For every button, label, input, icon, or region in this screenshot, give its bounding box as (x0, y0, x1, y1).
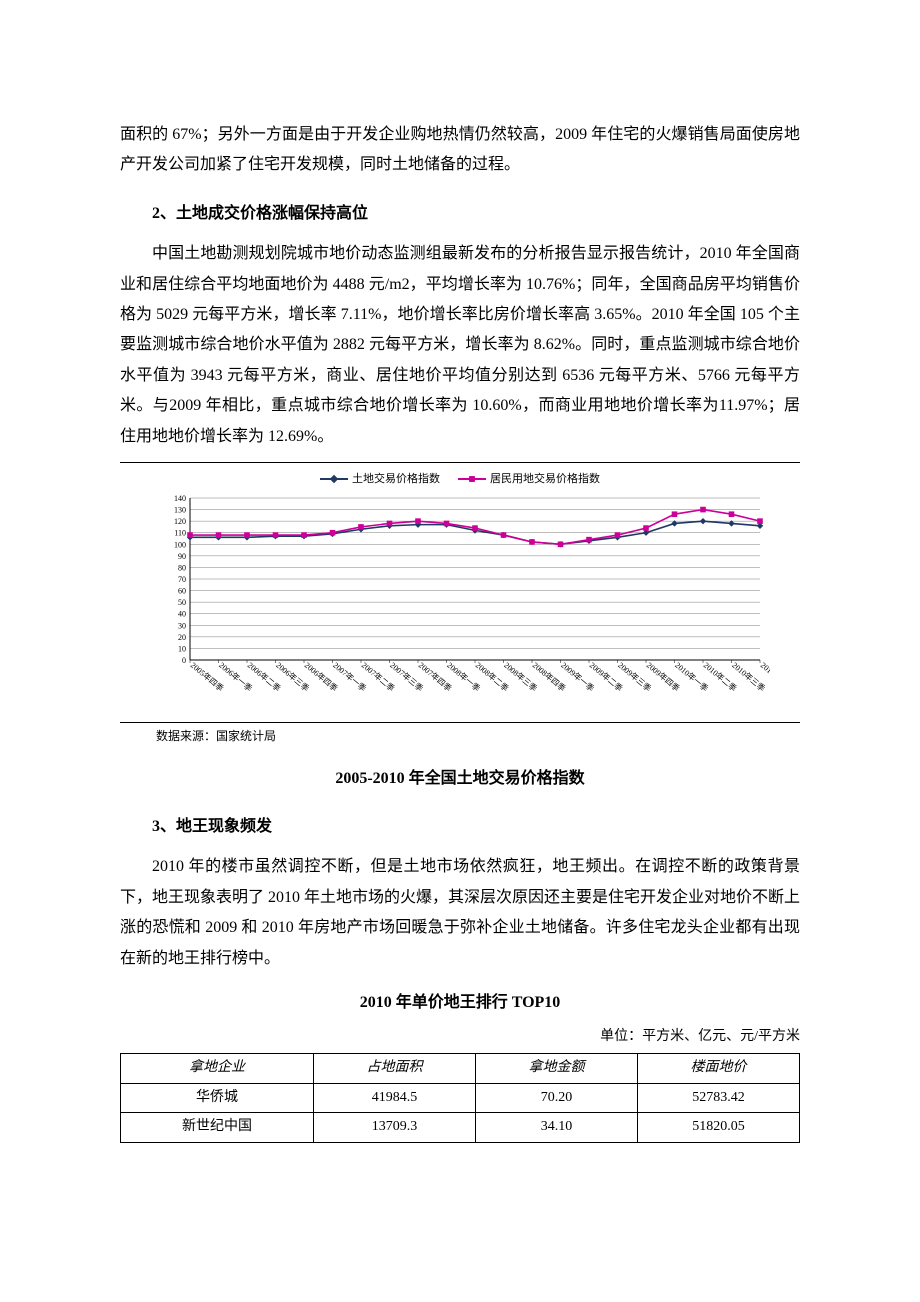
legend-label-land: 土地交易价格指数 (352, 469, 440, 490)
table-col-3: 楼面地价 (637, 1053, 799, 1083)
chart-frame: 土地交易价格指数 居民用地交易价格指数 0 10 20 30 40 50 60 70 80 90 1… (120, 462, 800, 723)
svg-text:130: 130 (174, 505, 186, 514)
legend-item-land: 土地交易价格指数 (320, 469, 440, 490)
svg-text:90: 90 (178, 552, 186, 561)
table-col-1: 占地面积 (314, 1053, 476, 1083)
svg-text:70: 70 (178, 575, 186, 584)
legend-label-resi: 居民用地交易价格指数 (490, 469, 600, 490)
svg-text:110: 110 (174, 529, 186, 538)
svg-text:120: 120 (174, 517, 186, 526)
table-title: 2010 年单价地王排行 TOP10 (120, 988, 800, 1018)
para-intro-cont: 面积的 67%；另外一方面是由于开发企业购地热情仍然较高，2009 年住宅的火爆… (120, 120, 800, 181)
svg-text:60: 60 (178, 586, 186, 595)
legend-item-resi: 居民用地交易价格指数 (458, 469, 600, 490)
table-unit: 单位：平方米、亿元、元/平方米 (120, 1024, 800, 1051)
svg-text:30: 30 (178, 621, 186, 630)
svg-text:140: 140 (174, 494, 186, 503)
svg-text:100: 100 (174, 540, 186, 549)
table-row: 新世纪中国13709.334.1051820.05 (121, 1113, 800, 1143)
svg-text:50: 50 (178, 598, 186, 607)
para-3: 2010 年的楼市虽然调控不断，但是土地市场依然疯狂，地王频出。在调控不断的政策… (120, 852, 800, 974)
svg-text:80: 80 (178, 563, 186, 572)
table-col-0: 拿地企业 (121, 1053, 314, 1083)
table-col-2: 拿地金额 (476, 1053, 638, 1083)
document-page: 面积的 67%；另外一方面是由于开发企业购地热情仍然较高，2009 年住宅的火爆… (0, 0, 920, 1302)
top10-table: 拿地企业占地面积拿地金额楼面地价 华侨城41984.570.2052783.42… (120, 1053, 800, 1143)
svg-text:20: 20 (178, 633, 186, 642)
heading-3: 3、地王现象频发 (120, 812, 800, 842)
chart-legend: 土地交易价格指数 居民用地交易价格指数 (120, 463, 800, 492)
para-2: 中国土地勘测规划院城市地价动态监测组最新发布的分析报告显示报告统计，2010 年… (120, 239, 800, 452)
svg-text:40: 40 (178, 610, 186, 619)
line-chart: 01020304050607080901001101201301402005年四… (150, 492, 770, 722)
chart-source: 数据来源：国家统计局 (120, 725, 800, 748)
table-row: 华侨城41984.570.2052783.42 (121, 1083, 800, 1113)
chart-caption: 2005-2010 年全国土地交易价格指数 (120, 764, 800, 794)
heading-2: 2、土地成交价格涨幅保持高位 (120, 199, 800, 229)
svg-text:10: 10 (178, 644, 186, 653)
svg-text:0: 0 (182, 656, 186, 665)
